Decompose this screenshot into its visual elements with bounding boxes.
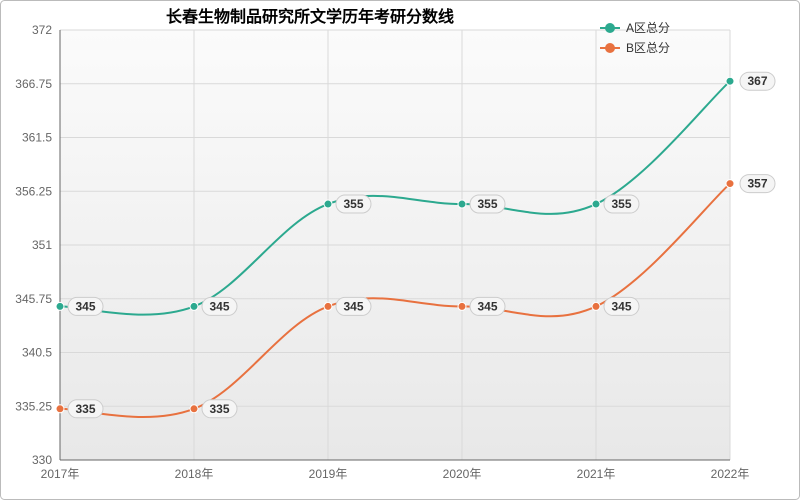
- data-point: [324, 302, 332, 310]
- y-tick-label: 330: [32, 453, 52, 467]
- data-label: 345: [477, 299, 497, 313]
- y-tick-label: 372: [32, 23, 52, 37]
- data-label: 345: [343, 299, 363, 313]
- y-tick-label: 361.5: [22, 131, 52, 145]
- chart-title: 长春生物制品研究所文学历年考研分数线: [166, 7, 454, 26]
- x-tick-label: 2017年: [41, 467, 80, 481]
- data-label: 367: [747, 74, 767, 88]
- data-label: 335: [75, 402, 95, 416]
- y-tick-label: 340.5: [22, 346, 52, 360]
- legend-label: A区总分: [626, 21, 670, 35]
- legend-label: B区总分: [626, 41, 670, 55]
- data-label: 357: [747, 177, 767, 191]
- data-point: [190, 302, 198, 310]
- data-point: [56, 405, 64, 413]
- data-point: [592, 200, 600, 208]
- data-label: 355: [477, 197, 497, 211]
- data-point: [726, 180, 734, 188]
- data-point: [458, 302, 466, 310]
- y-tick-label: 366.75: [15, 77, 52, 91]
- data-point: [190, 405, 198, 413]
- line-chart: 330 335.25 340.5 345.75 351 356.25 361.5 366.75…: [0, 0, 800, 500]
- data-label: 345: [209, 299, 229, 313]
- data-point: [324, 200, 332, 208]
- data-label: 355: [343, 197, 363, 211]
- data-point: [592, 302, 600, 310]
- data-label: 355: [611, 197, 631, 211]
- y-tick-label: 345.75: [15, 292, 52, 306]
- data-label: 345: [75, 299, 95, 313]
- data-label: 335: [209, 402, 229, 416]
- y-tick-label: 335.25: [15, 399, 52, 413]
- y-tick-label: 351: [32, 238, 52, 252]
- x-tick-label: 2019年: [309, 467, 348, 481]
- x-tick-label: 2018年: [175, 467, 214, 481]
- y-tick-label: 356.25: [15, 184, 52, 198]
- x-tick-label: 2022年: [711, 467, 750, 481]
- x-tick-label: 2021年: [577, 467, 616, 481]
- data-point: [458, 200, 466, 208]
- x-tick-label: 2020年: [443, 467, 482, 481]
- data-point: [726, 77, 734, 85]
- data-point: [56, 302, 64, 310]
- data-label: 345: [611, 299, 631, 313]
